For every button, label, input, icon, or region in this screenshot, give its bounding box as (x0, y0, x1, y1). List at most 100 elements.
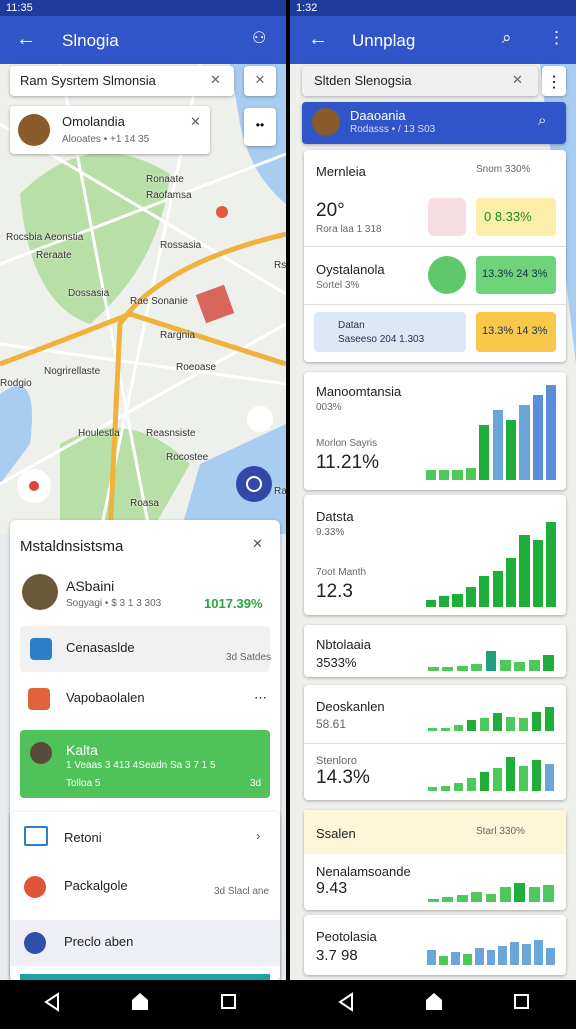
header-card[interactable]: Daaoania Rodasss • / 13 S03 ⌕ (302, 102, 566, 144)
icon (24, 826, 48, 846)
search-button[interactable]: ⌕ (538, 112, 547, 129)
bar (465, 468, 476, 480)
search-field[interactable]: Ram Sysrtem Slmonsia ✕ (10, 66, 234, 96)
divider (304, 246, 566, 247)
close-button[interactable]: ✕ (244, 66, 276, 96)
close-button[interactable]: ✕ (190, 114, 201, 129)
bar (518, 765, 529, 791)
bar (533, 940, 543, 965)
card-title: Stenloro (316, 755, 357, 767)
bar (514, 662, 526, 671)
bar (427, 949, 437, 965)
divider (304, 743, 566, 744)
bar (462, 953, 472, 965)
menu-title[interactable]: Retoni (64, 830, 102, 845)
card-value: 9.43 (316, 880, 348, 897)
chip: 0 8.33% (476, 198, 556, 236)
place-card[interactable]: Omolandia Alooates • +1 14 35 ✕ (10, 106, 210, 154)
more-button[interactable]: •• (244, 108, 276, 146)
item-value: 1017.39% (204, 596, 263, 611)
bar (544, 763, 555, 791)
card-label: Morlon Sayris (316, 438, 378, 449)
menu-subtitle: 3d Slacl ane (214, 886, 270, 897)
avatar (22, 574, 58, 610)
card-title: Deoskanlen (316, 699, 385, 714)
card-title: Datsta (316, 509, 354, 524)
icon (428, 198, 466, 236)
bar (543, 885, 555, 902)
map-label: Rsgasto (274, 260, 286, 271)
bar (510, 942, 520, 965)
avatar (312, 108, 340, 136)
row-subtitle: Saseeso 204 1.303 (338, 334, 425, 345)
back-button[interactable]: ← (308, 28, 328, 50)
more-button[interactable]: ⋮ (542, 66, 566, 96)
bar (427, 898, 439, 902)
row-box[interactable]: Datan Saseeso 204 1.303 (314, 312, 466, 352)
menu-button[interactable]: ⋮ (548, 28, 565, 47)
back-button[interactable]: ← (16, 28, 36, 50)
search-field[interactable]: Sltden Slenogsia ✕ (302, 66, 538, 96)
bar (543, 654, 555, 671)
bar-chart (424, 380, 558, 480)
bar (519, 405, 530, 480)
clear-button[interactable]: ✕ (210, 72, 221, 87)
bar (528, 886, 540, 902)
app-bar: ← Unnplag ⌕ ⋮ (290, 16, 576, 64)
close-button[interactable]: ✕ (252, 536, 263, 551)
card-value: 11.21% (316, 452, 380, 473)
card-value: 14.3% (316, 767, 370, 788)
highlight-item[interactable]: Kalta 1 Veaas 3 413 4Seadn Sa 3 7 1 5 To… (20, 730, 270, 798)
menu-title[interactable]: Packalgole (64, 878, 128, 893)
bar (453, 724, 464, 731)
map-label: Raofamsa (146, 190, 192, 201)
icon (30, 638, 52, 660)
more-button[interactable]: ⋯ (254, 690, 267, 705)
list-item[interactable]: Cenasaslde 3d Satdes (20, 626, 272, 672)
bar (471, 663, 483, 671)
left-screen: Rocsbia Aeonstia Ronaate Raofamsa Rossasia R… (0, 0, 286, 980)
bar (532, 395, 543, 480)
bar (492, 767, 503, 791)
bar-chart (424, 517, 558, 607)
card-header (304, 810, 566, 854)
chart-card: Datsta 9.33% 7oot Manth 12.3 (304, 495, 566, 615)
progress (20, 974, 270, 980)
bar (471, 891, 483, 902)
bar (492, 571, 503, 607)
item-subtitle: 3d Satdes (226, 652, 272, 663)
account-button[interactable]: ⚇ (252, 30, 267, 47)
bar-chart (426, 635, 556, 671)
bar (425, 599, 436, 607)
bar (465, 587, 476, 607)
item-title: Vapobaolalen (66, 690, 145, 705)
app-bar: ← Slnogia ⚇ (0, 16, 286, 64)
summary-meta: Snom 330% (476, 164, 531, 175)
bar (486, 949, 496, 965)
bar (451, 951, 461, 965)
icon (24, 932, 46, 954)
card-value: 58.61 (316, 717, 347, 731)
map-label: Reasnsiste (146, 428, 196, 439)
bar (479, 718, 490, 731)
bar (544, 707, 555, 731)
item-subtitle: 1 Veaas 3 413 4Seadn Sa 3 7 1 5 (66, 760, 216, 771)
bar (492, 713, 503, 731)
list-item[interactable]: Preclo aben (10, 920, 280, 966)
card-meta: 003% (316, 402, 342, 413)
bar (546, 521, 557, 607)
bar (466, 778, 477, 791)
bar (498, 946, 508, 965)
bar (425, 470, 436, 480)
search-button[interactable]: ⌕ (502, 28, 512, 47)
place-title: Omolandia (62, 114, 125, 129)
bar (531, 759, 542, 791)
nav-icons (44, 992, 236, 1012)
row-title: 20° (316, 200, 345, 221)
card-title: Nbtolaaia (316, 637, 371, 652)
clear-button[interactable]: ✕ (512, 72, 523, 87)
bar (521, 944, 531, 965)
clock: 1:32 (296, 2, 318, 14)
card-title: Nenalamsoande (316, 864, 411, 879)
